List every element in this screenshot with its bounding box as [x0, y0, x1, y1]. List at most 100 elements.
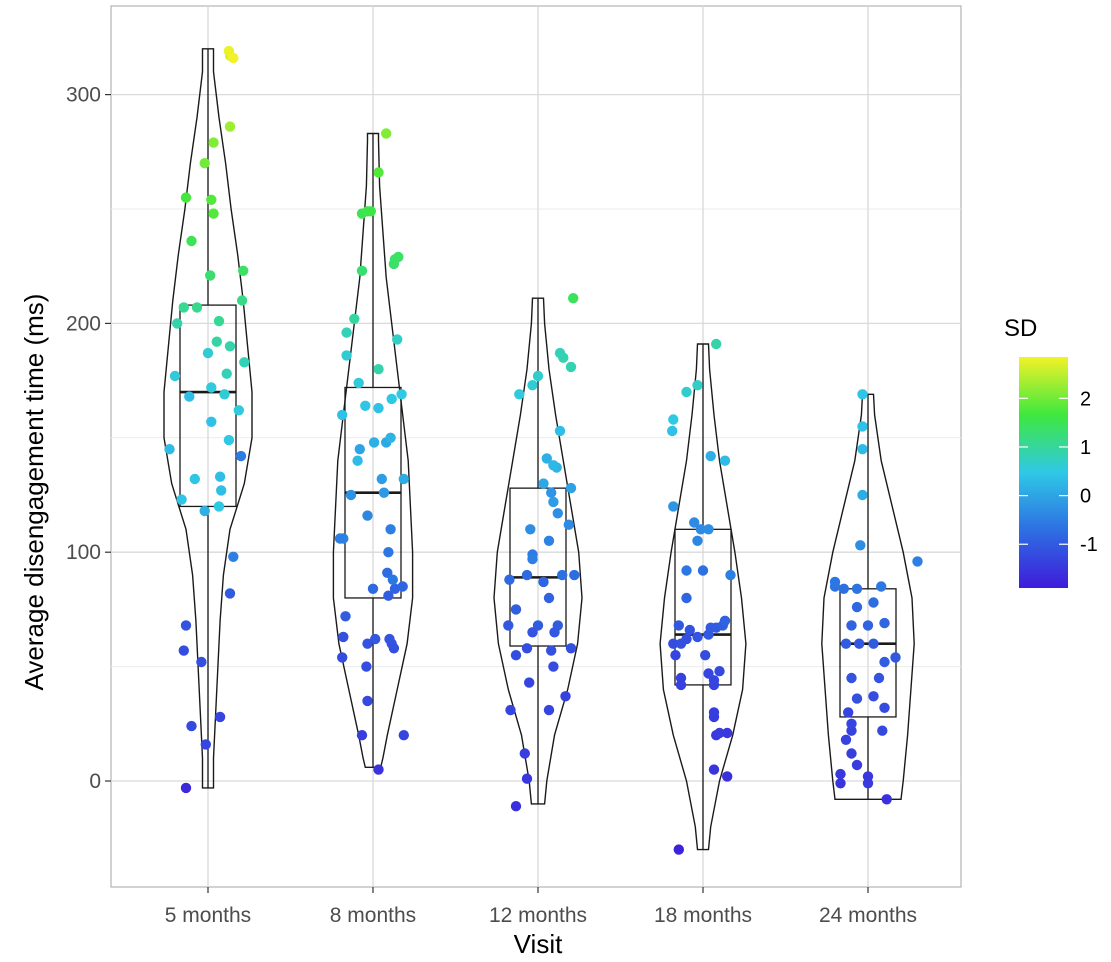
- data-point: [541, 453, 552, 464]
- violin-outline: [163, 48, 253, 789]
- data-point: [386, 393, 397, 405]
- data-point: [667, 425, 678, 437]
- data-point: [519, 748, 530, 759]
- data-point: [854, 638, 865, 649]
- data-point: [228, 551, 239, 562]
- data-point: [569, 569, 580, 581]
- data-point: [857, 444, 868, 455]
- data-point: [695, 524, 706, 535]
- data-point: [835, 778, 846, 789]
- data-point: [835, 768, 846, 780]
- data-point: [191, 302, 203, 313]
- data-point: [668, 501, 679, 512]
- violin-group: [659, 338, 747, 855]
- data-point: [169, 370, 181, 382]
- data-point: [214, 711, 226, 723]
- x-axis-title: Visit: [514, 929, 563, 959]
- data-point: [213, 315, 225, 327]
- data-point: [199, 505, 210, 517]
- data-point: [829, 576, 841, 588]
- data-point: [546, 487, 557, 498]
- legend-tick-label: 2: [1080, 388, 1091, 410]
- violin-group: [493, 293, 583, 812]
- data-point: [172, 318, 183, 329]
- panel-border: [110, 5, 962, 888]
- data-point: [228, 52, 239, 64]
- data-point: [206, 194, 217, 205]
- data-point: [521, 569, 533, 581]
- data-point: [719, 615, 731, 626]
- data-point: [176, 494, 187, 505]
- data-point: [681, 592, 692, 604]
- data-point: [233, 405, 244, 416]
- data-point: [221, 368, 232, 379]
- data-point: [873, 672, 885, 684]
- data-point: [362, 510, 373, 521]
- data-point: [843, 707, 854, 718]
- x-tick-label: 8 months: [330, 904, 416, 927]
- data-point: [388, 643, 400, 654]
- violin-group: [821, 389, 923, 805]
- data-point: [334, 533, 346, 544]
- data-point: [862, 771, 874, 782]
- legend-tick-label: -1: [1080, 534, 1098, 556]
- data-point: [206, 416, 217, 427]
- data-point: [236, 295, 248, 306]
- data-point: [668, 638, 679, 649]
- data-point: [397, 581, 408, 592]
- data-point: [846, 620, 857, 631]
- data-point: [532, 620, 544, 631]
- data-point: [722, 771, 733, 782]
- data-point: [352, 455, 363, 466]
- data-point: [552, 620, 563, 631]
- data-point: [385, 432, 396, 443]
- data-point: [877, 725, 888, 736]
- data-point: [235, 450, 247, 462]
- data-point: [668, 414, 679, 425]
- data-point: [552, 508, 563, 519]
- legend-title: SD: [1004, 315, 1037, 342]
- data-point: [548, 460, 559, 471]
- data-point: [725, 569, 736, 581]
- data-point: [360, 400, 371, 411]
- data-point: [196, 656, 207, 668]
- data-point: [538, 576, 549, 588]
- data-point: [857, 389, 868, 400]
- data-point: [239, 357, 250, 368]
- data-point: [719, 455, 731, 466]
- data-point: [385, 524, 396, 535]
- data-point: [521, 643, 533, 654]
- data-point: [224, 588, 236, 599]
- data-point: [722, 727, 733, 739]
- data-point: [846, 718, 857, 729]
- data-point: [341, 350, 352, 361]
- data-point: [881, 794, 892, 805]
- data-point: [703, 668, 714, 679]
- data-point: [851, 693, 863, 704]
- data-point: [681, 386, 692, 398]
- data-point: [543, 704, 555, 716]
- data-point: [180, 192, 192, 203]
- data-point: [224, 341, 236, 352]
- data-point: [675, 672, 687, 684]
- data-point: [565, 643, 577, 654]
- data-point: [692, 631, 703, 643]
- data-point: [338, 631, 349, 643]
- data-point: [527, 380, 538, 391]
- data-point: [362, 695, 373, 707]
- data-point: [384, 633, 395, 645]
- data-point: [223, 434, 235, 446]
- data-point: [213, 501, 225, 512]
- data-point: [189, 473, 200, 485]
- data-point: [398, 473, 409, 485]
- data-point: [557, 569, 568, 581]
- color-legend: SD 2 1 0 -1: [1004, 315, 1098, 588]
- data-point: [560, 691, 571, 702]
- data-point: [700, 650, 711, 661]
- data-point: [527, 553, 538, 565]
- data-point: [563, 519, 574, 530]
- data-point: [846, 748, 857, 759]
- data-point: [392, 334, 403, 345]
- violin-outline: [493, 297, 583, 805]
- data-point: [548, 661, 559, 672]
